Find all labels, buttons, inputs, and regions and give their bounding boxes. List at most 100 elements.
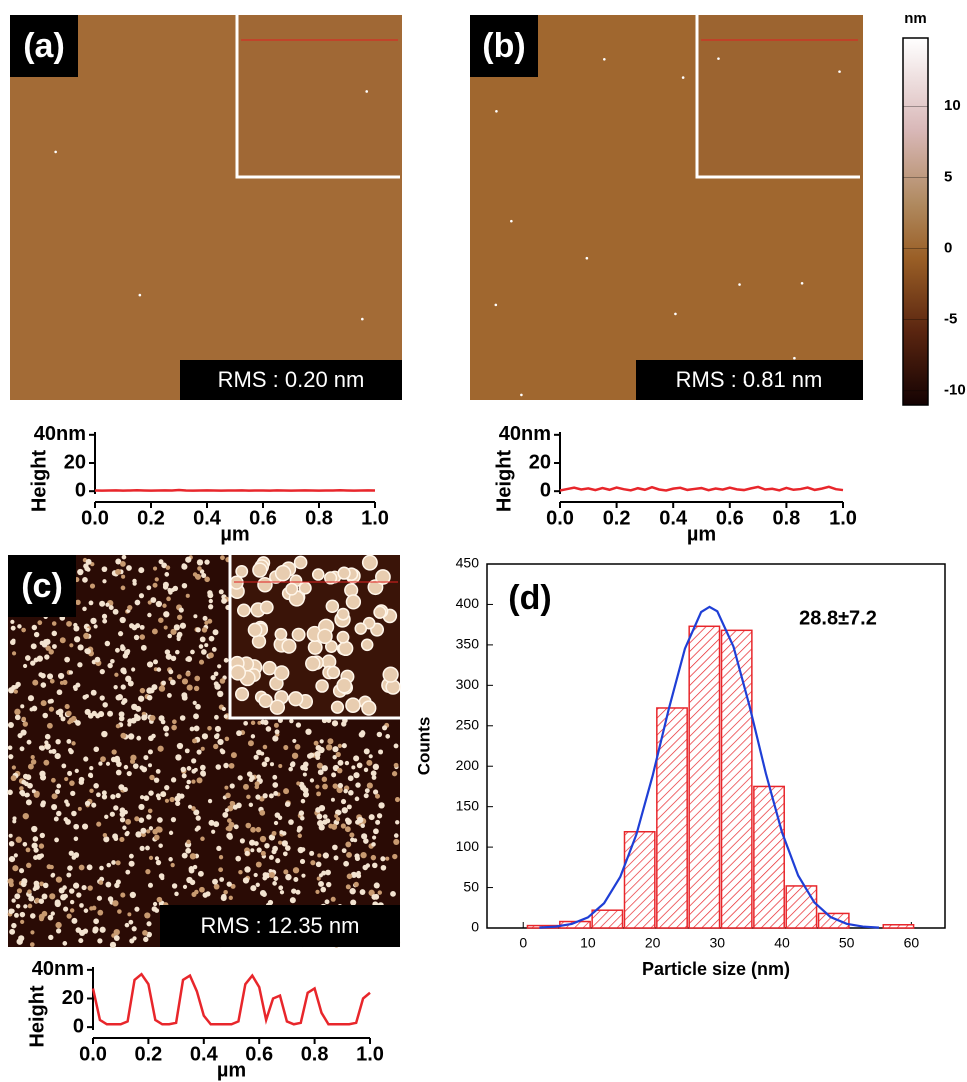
particle [262, 793, 268, 799]
particle [353, 755, 360, 762]
particle [120, 644, 125, 649]
particle [78, 938, 84, 944]
particle [73, 836, 79, 842]
particle [66, 620, 72, 627]
particle [321, 870, 327, 876]
particle [365, 863, 371, 868]
particle [316, 876, 321, 881]
particle [346, 873, 353, 880]
particle [243, 783, 249, 790]
particle [138, 593, 145, 599]
bar [817, 912, 850, 929]
particle [291, 752, 299, 759]
particle [315, 807, 321, 813]
particle [130, 754, 137, 761]
particle [336, 786, 343, 794]
particle [327, 738, 334, 745]
y-tick-label: 200 [456, 757, 480, 773]
particle [198, 644, 204, 649]
particle [119, 616, 126, 624]
particle [296, 828, 301, 833]
particle [285, 582, 299, 596]
particle [54, 789, 61, 795]
particle [154, 577, 159, 582]
particle [73, 686, 78, 692]
particle [70, 790, 76, 796]
particle [50, 873, 55, 878]
particle [337, 759, 344, 766]
particle [110, 794, 116, 800]
particle [192, 572, 198, 577]
particle [106, 862, 112, 868]
particle [51, 748, 57, 754]
particle [147, 600, 152, 605]
particle [155, 600, 163, 608]
particle [222, 811, 229, 818]
particle [337, 743, 343, 748]
particle [146, 814, 152, 820]
y-tick-label: 150 [456, 797, 480, 813]
particle [98, 761, 103, 766]
particle [93, 746, 100, 753]
particle [335, 817, 341, 822]
x-tick-label: 1.0 [361, 507, 389, 529]
particle [13, 689, 18, 694]
particle [69, 908, 75, 913]
particle [213, 821, 220, 828]
particle [47, 914, 54, 921]
particle [174, 795, 181, 802]
particle [33, 855, 38, 861]
particle [84, 800, 91, 807]
particle [338, 640, 354, 657]
particle [102, 832, 108, 838]
particle [20, 919, 25, 924]
y-tick-label: 40nm [32, 958, 84, 980]
particle [193, 725, 200, 732]
particle [8, 855, 16, 863]
particle [27, 889, 32, 894]
particle [357, 816, 364, 824]
particle [67, 865, 73, 871]
panel-label: (d) [508, 579, 551, 617]
particle [269, 699, 286, 715]
particle [230, 752, 237, 759]
x-tick-label: 0.6 [716, 507, 744, 529]
particle [191, 758, 197, 764]
particle [49, 678, 55, 684]
particle [200, 771, 206, 777]
particle [185, 657, 190, 662]
particle [328, 823, 334, 829]
particle [97, 909, 104, 916]
particle [376, 813, 383, 819]
particle [31, 789, 36, 794]
particle [193, 809, 200, 816]
particle [17, 732, 23, 739]
particle [125, 818, 132, 825]
particle [348, 789, 354, 796]
particle [136, 735, 142, 741]
particle [228, 762, 235, 769]
particle [115, 860, 121, 866]
particle [255, 882, 260, 887]
particle [127, 605, 133, 611]
particle [51, 804, 58, 811]
particle [278, 764, 283, 769]
particle [324, 640, 338, 653]
particle [263, 719, 269, 726]
afm-image-b: (b) RMS : 0.81 nm [470, 15, 863, 400]
particle [102, 702, 108, 708]
particle [153, 834, 160, 841]
particle [19, 790, 24, 795]
colorbar-tick-label: 5 [944, 168, 952, 185]
particle [321, 765, 328, 772]
particle [76, 892, 82, 898]
particle [170, 655, 177, 662]
particle [22, 813, 29, 820]
particle [38, 745, 44, 751]
particle [325, 818, 331, 824]
particle [114, 672, 119, 677]
inset [697, 15, 860, 177]
particle [176, 674, 182, 680]
particle [7, 721, 14, 728]
particle [59, 637, 66, 644]
